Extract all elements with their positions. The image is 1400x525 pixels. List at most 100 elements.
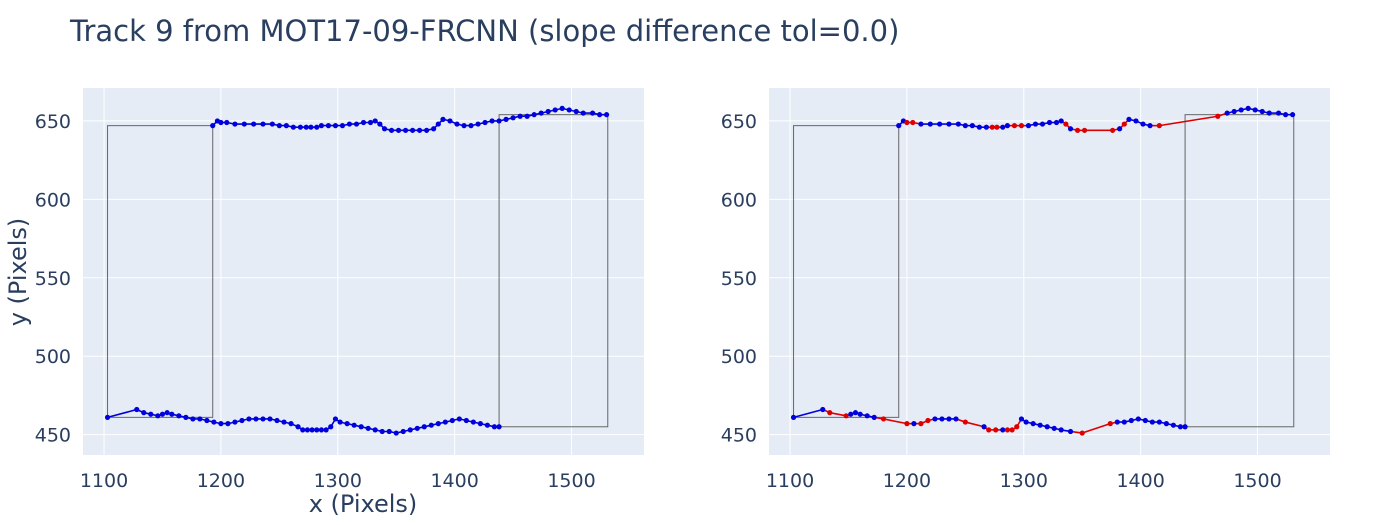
bottom-track-point (104, 414, 111, 420)
top-track-point (989, 124, 995, 130)
top-track-point (573, 108, 579, 115)
top-track-point (251, 121, 257, 127)
bottom-track-point (484, 422, 490, 428)
top-track-point (1259, 108, 1265, 115)
bottom-track-point (372, 427, 378, 433)
x-tick-label: 1400 (430, 470, 478, 492)
bottom-track-point (365, 425, 371, 431)
top-track-point (1018, 123, 1025, 129)
top-track-point (976, 124, 982, 130)
top-track-point (346, 121, 353, 127)
bottom-track-point (400, 428, 406, 435)
top-track-point (531, 112, 537, 118)
bottom-track-point (456, 416, 462, 422)
top-track-point (232, 121, 238, 127)
top-track-point (440, 116, 446, 122)
bottom-track-point (1177, 424, 1183, 430)
bottom-track-point (328, 424, 334, 430)
top-track-point (1275, 110, 1282, 116)
top-track-point (1224, 110, 1230, 116)
bottom-track-point (300, 427, 306, 433)
top-track-point (1252, 107, 1258, 113)
top-track-point (962, 123, 968, 129)
top-track-point (1121, 121, 1127, 127)
top-track-point (447, 118, 453, 124)
x-tick-label: 1500 (547, 470, 595, 492)
top-track-point (1025, 123, 1032, 129)
top-track-point (417, 127, 423, 133)
bottom-track-point (932, 416, 938, 422)
y-tick-label: 550 (35, 268, 71, 290)
top-track-point (589, 110, 596, 116)
top-track-point (1282, 112, 1289, 118)
bottom-track-point (337, 419, 343, 425)
top-track-point (372, 118, 378, 124)
top-track-point (1053, 119, 1060, 126)
top-track-point (381, 126, 388, 132)
bottom-track-point (1149, 419, 1155, 425)
bottom-track-point (1037, 422, 1043, 428)
bottom-track-point (379, 428, 385, 435)
top-track-point (1032, 121, 1039, 127)
bottom-track-point (204, 417, 210, 424)
bottom-track-point (442, 419, 448, 425)
top-track-point (325, 123, 332, 129)
x-tick-label: 1100 (80, 470, 128, 492)
top-track-point (904, 119, 910, 126)
bottom-track-point (211, 419, 217, 425)
bottom-track-point (281, 419, 287, 425)
top-track-point (1110, 127, 1116, 133)
bottom-track-point (344, 421, 350, 427)
bottom-track-point (857, 411, 863, 417)
top-track-point (409, 127, 416, 133)
bottom-track-point (911, 421, 917, 427)
bottom-track-point (159, 411, 166, 417)
top-track-point (454, 121, 460, 127)
top-track-point (1140, 121, 1146, 127)
top-track-point (896, 123, 902, 129)
bottom-track-point (993, 427, 999, 433)
top-track-point (969, 123, 975, 129)
bottom-track-point (946, 416, 952, 422)
bottom-track-point (904, 421, 910, 427)
top-track-point (431, 126, 437, 132)
top-track-point (510, 115, 516, 121)
top-track-point (318, 123, 325, 129)
top-track-point (283, 123, 289, 129)
top-track-point (308, 124, 314, 130)
top-track-point (388, 127, 395, 133)
x-tick-label: 1200 (197, 470, 245, 492)
top-track-point (1245, 105, 1251, 111)
bottom-track-point (790, 414, 797, 420)
bounding-box (1184, 114, 1295, 428)
bottom-track-point (843, 413, 849, 419)
top-track-point (1231, 108, 1237, 115)
bottom-track-point (309, 427, 315, 433)
bottom-track-segment (829, 411, 847, 417)
plot-area (769, 88, 1330, 455)
bottom-track-segment (965, 421, 985, 428)
bottom-track-point (1121, 419, 1127, 425)
top-track-point (983, 124, 989, 130)
bottom-track-point (848, 411, 854, 417)
top-track-point (1215, 113, 1221, 119)
top-track-point (435, 121, 441, 127)
left-subplot: 1100 1200 1300 1400 1500 450 500 550 600 650 (35, 88, 644, 492)
top-track-point (241, 121, 247, 127)
top-track-point (210, 123, 216, 129)
x-tick-label: 1100 (766, 470, 814, 492)
bottom-track-point (169, 411, 175, 417)
top-track-point (946, 121, 952, 127)
bottom-track-point (351, 422, 357, 428)
bottom-track-point (1023, 419, 1029, 425)
top-track-point (314, 124, 320, 130)
top-track-point (596, 112, 603, 118)
bottom-track-point (1142, 417, 1148, 424)
bottom-track-point (981, 424, 987, 430)
x-tick-label: 1300 (1000, 470, 1048, 492)
top-track-point (1067, 126, 1074, 132)
bottom-track-point (134, 406, 140, 413)
top-track-point (1238, 107, 1244, 113)
top-track-point (552, 107, 558, 113)
